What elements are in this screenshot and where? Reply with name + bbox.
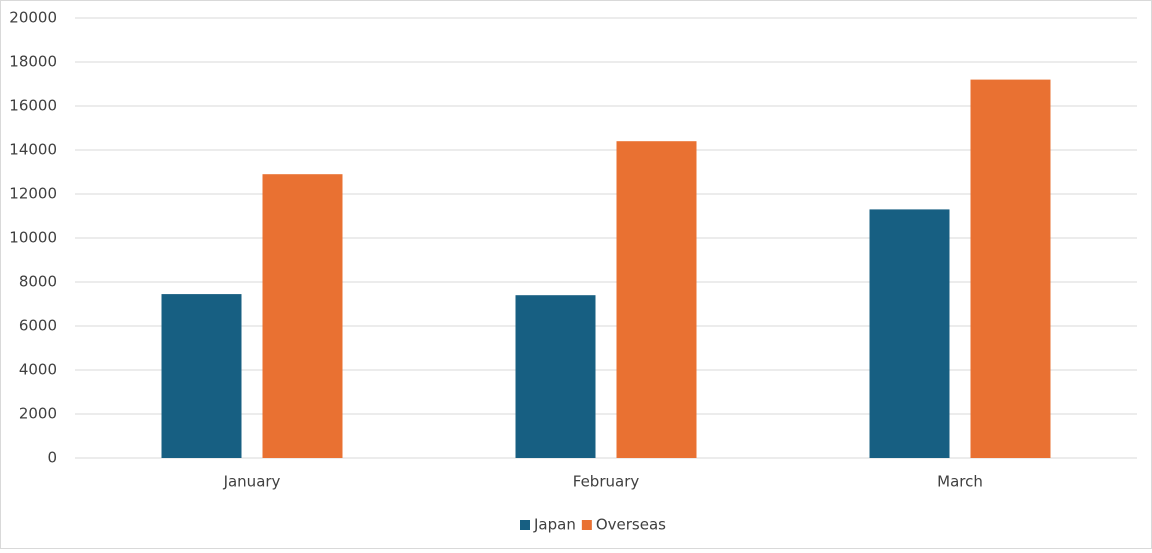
y-tick-label: 6000 bbox=[19, 317, 57, 335]
legend-swatch bbox=[581, 520, 592, 530]
bar bbox=[616, 141, 697, 458]
legend-label: Japan bbox=[533, 516, 576, 534]
bar bbox=[161, 294, 242, 458]
y-tick-label: 10000 bbox=[9, 229, 57, 247]
y-tick-label: 2000 bbox=[19, 405, 57, 423]
x-tick-label: March bbox=[937, 473, 983, 491]
y-tick-label: 8000 bbox=[19, 273, 57, 291]
legend-swatch bbox=[520, 520, 530, 530]
y-tick-label: 12000 bbox=[9, 185, 57, 203]
x-tick-label: February bbox=[573, 473, 640, 491]
bar bbox=[869, 209, 950, 458]
x-tick-label: January bbox=[223, 473, 281, 491]
y-tick-label: 14000 bbox=[9, 141, 57, 159]
bar bbox=[262, 174, 343, 458]
y-tick-label: 18000 bbox=[9, 53, 57, 71]
bar bbox=[970, 79, 1051, 458]
y-tick-label: 0 bbox=[47, 449, 57, 467]
y-tick-label: 4000 bbox=[19, 361, 57, 379]
y-tick-label: 16000 bbox=[9, 97, 57, 115]
bar bbox=[515, 295, 596, 458]
legend-label: Overseas bbox=[596, 516, 666, 534]
y-tick-label: 20000 bbox=[9, 9, 57, 27]
